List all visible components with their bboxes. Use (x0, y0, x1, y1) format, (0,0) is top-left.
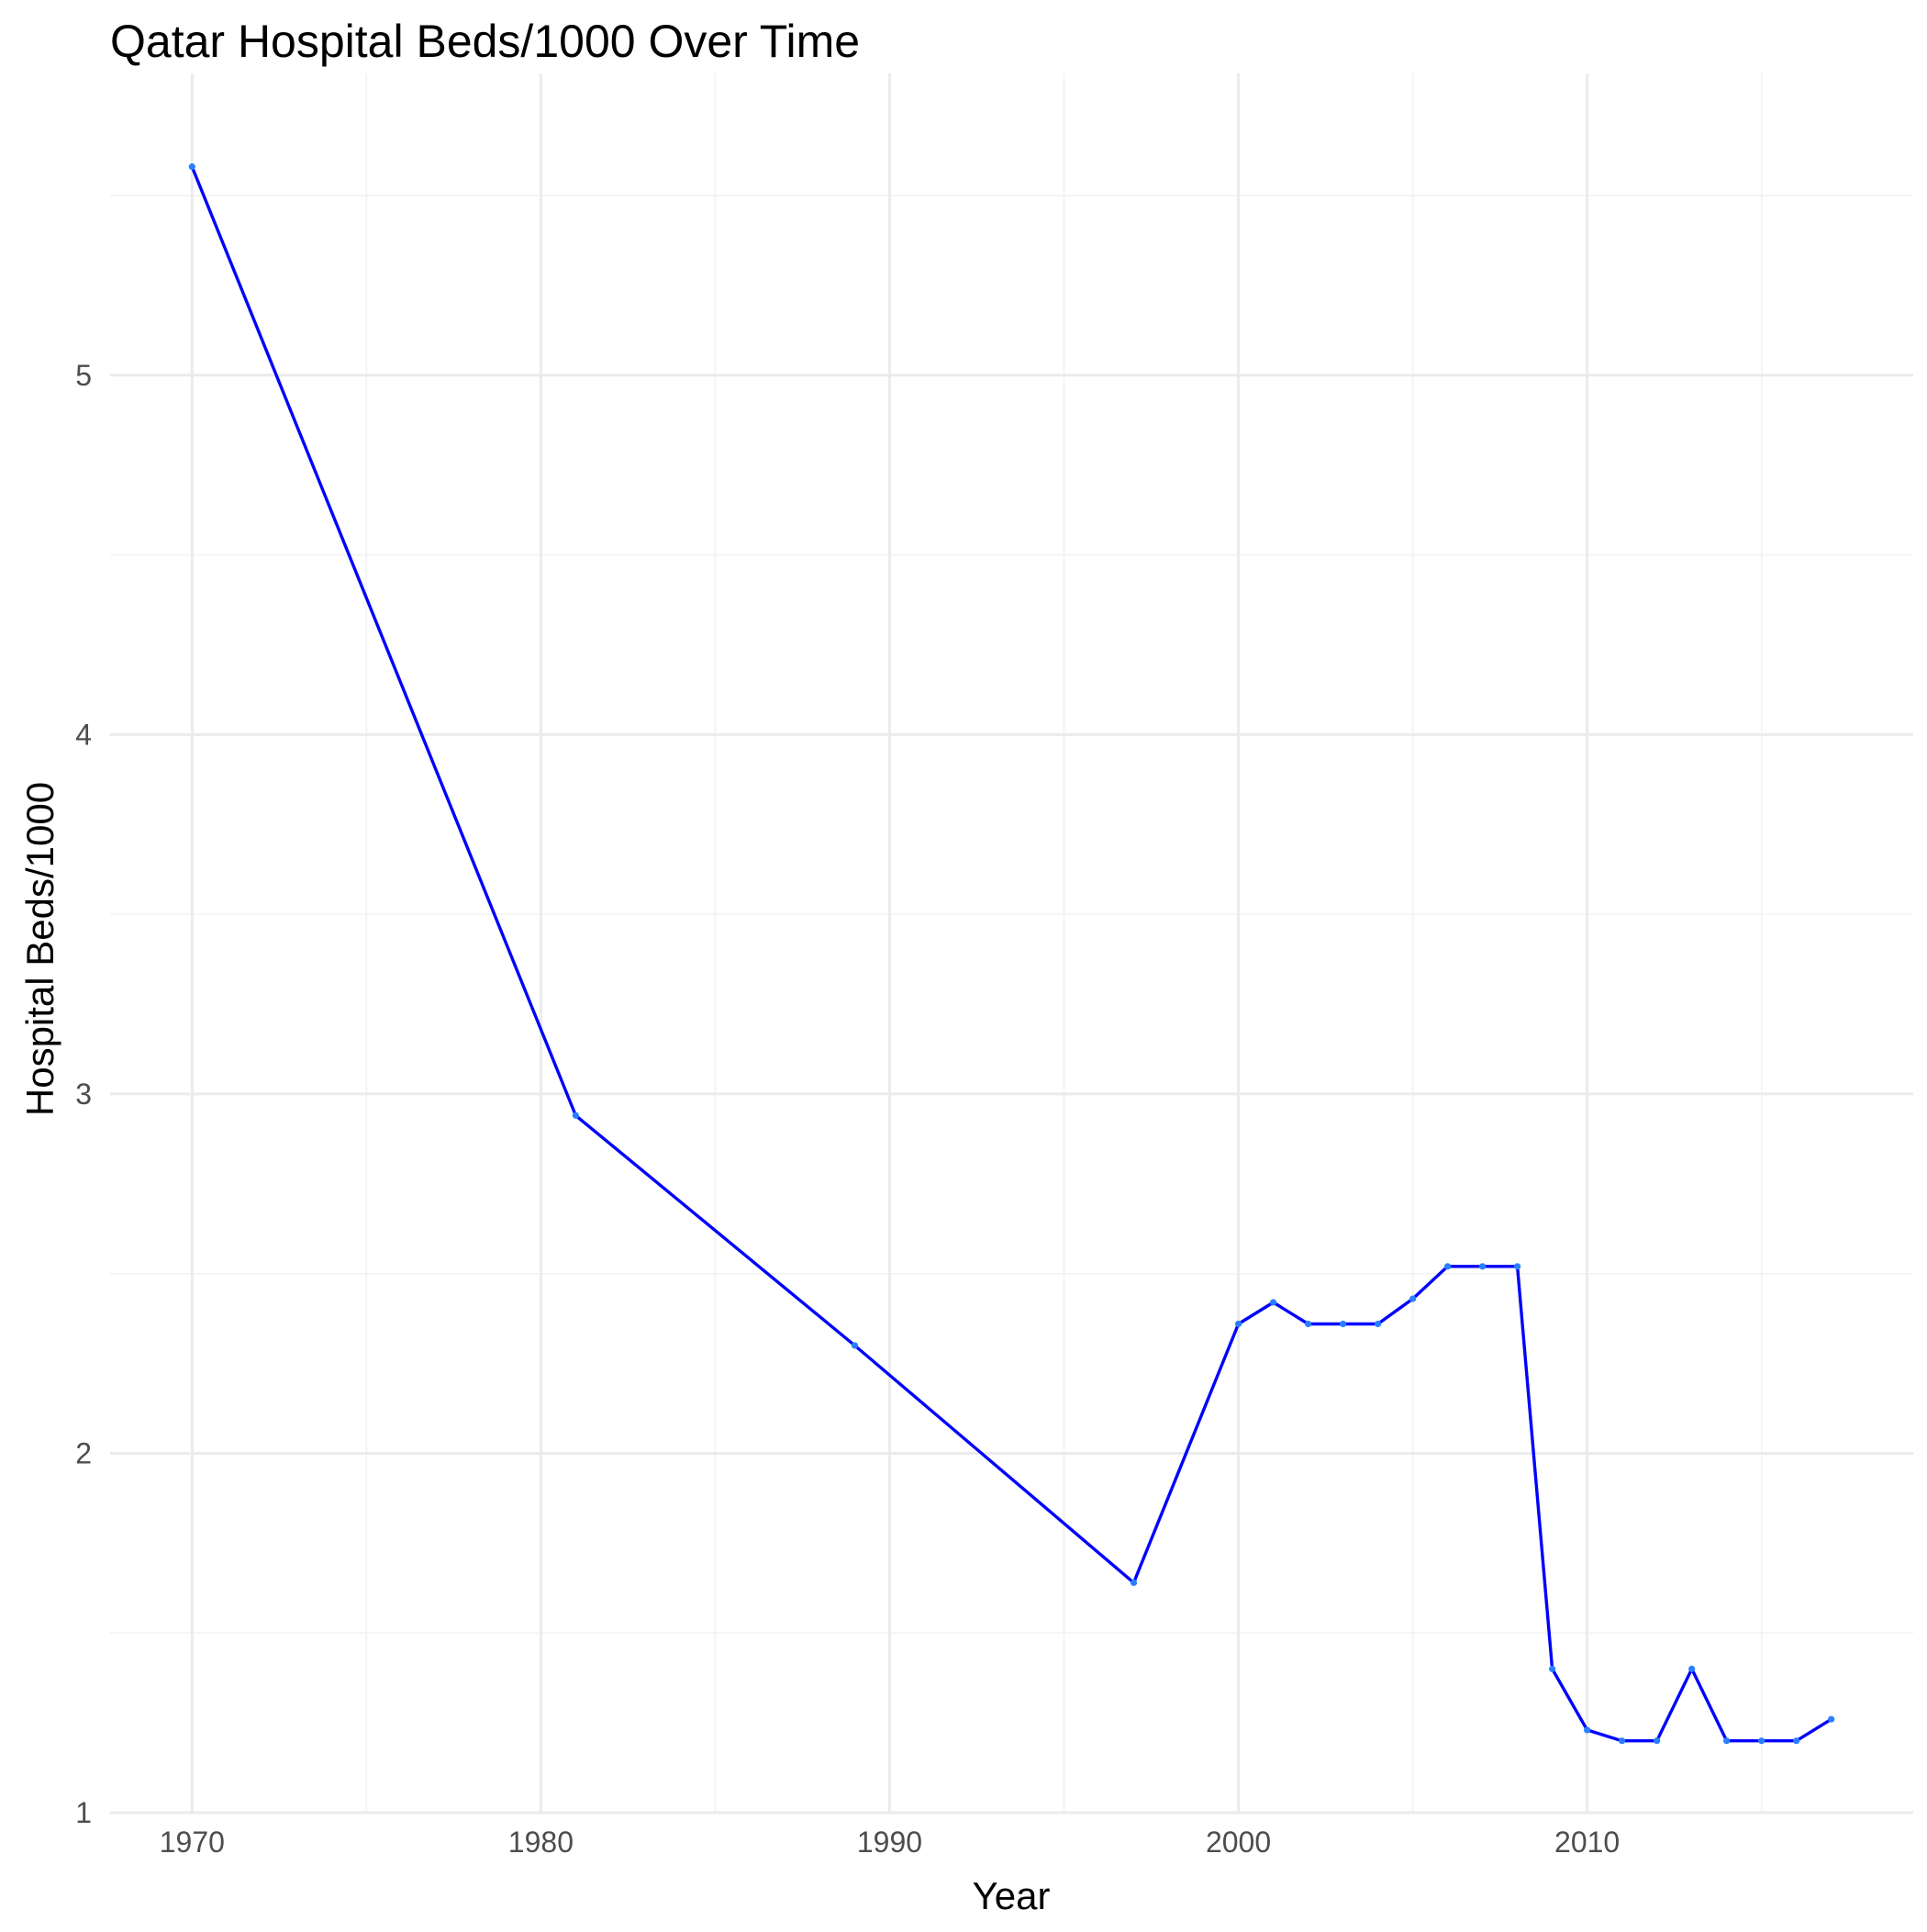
data-point (188, 163, 195, 171)
data-point (1514, 1263, 1521, 1270)
y-axis-label: Hospital Beds/1000 (18, 782, 61, 1116)
data-point (1479, 1263, 1487, 1270)
data-point (1234, 1320, 1242, 1328)
x-tick-label: 2000 (1206, 1826, 1271, 1859)
data-point (1339, 1320, 1347, 1328)
data-point (1654, 1737, 1661, 1745)
y-tick-label: 1 (75, 1796, 92, 1829)
data-point (1793, 1737, 1800, 1745)
x-axis-label: Year (973, 1874, 1051, 1917)
data-point (1723, 1737, 1731, 1745)
major-gridlines (110, 73, 1913, 1815)
x-tick-label: 1970 (160, 1826, 225, 1859)
x-tick-label: 1980 (508, 1826, 574, 1859)
minor-gridlines (110, 73, 1913, 1813)
data-point (1584, 1726, 1591, 1734)
data-point (1688, 1665, 1696, 1672)
y-tick-label: 3 (75, 1078, 92, 1111)
y-tick-label: 5 (75, 359, 92, 392)
data-point (1130, 1579, 1138, 1587)
series-line (190, 164, 1833, 1743)
y-tick-label: 2 (75, 1436, 92, 1469)
chart-title: Qatar Hospital Beds/1000 Over Time (110, 16, 860, 67)
series-layer (188, 163, 1835, 1745)
x-axis-ticks: 1970 1980 1990 2000 2010 (160, 1826, 1620, 1859)
data-point (1443, 1263, 1452, 1270)
data-point (1374, 1320, 1382, 1328)
x-tick-label: 1990 (857, 1826, 922, 1859)
data-point (1269, 1299, 1277, 1306)
data-point (1304, 1320, 1312, 1328)
data-point (1619, 1737, 1626, 1745)
y-tick-label: 4 (75, 718, 92, 751)
data-point (1549, 1665, 1556, 1672)
x-tick-label: 2010 (1554, 1826, 1620, 1859)
data-point (1409, 1295, 1417, 1302)
y-axis-ticks: 1 2 3 4 5 (75, 359, 92, 1829)
data-point (1828, 1715, 1835, 1723)
data-point (851, 1342, 859, 1349)
data-point (572, 1111, 580, 1119)
data-point (1758, 1737, 1765, 1745)
